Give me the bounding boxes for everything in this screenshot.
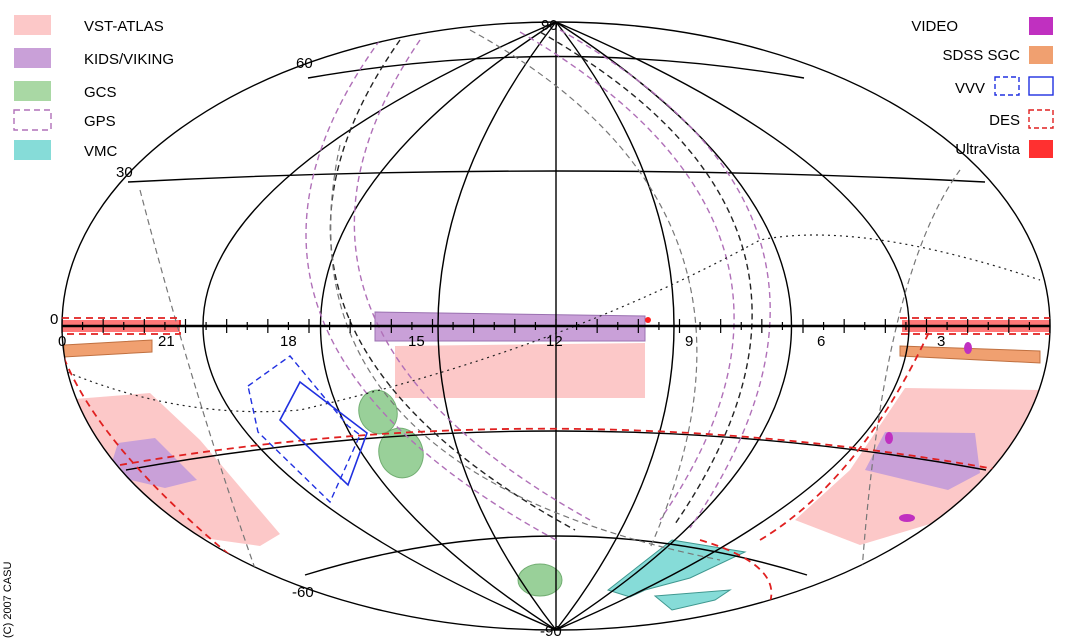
legend-swatch-video	[1029, 17, 1053, 35]
legend-swatch-kids-viking	[14, 48, 51, 68]
label-dec-60: 60	[296, 55, 313, 72]
legend-label-ultravista: UltraVista	[955, 141, 1020, 158]
legend-swatch-vmc	[14, 140, 51, 160]
legend-label-des: DES	[989, 112, 1020, 129]
galactic-plane-west	[329, 39, 576, 531]
legend-swatch-sdss-sgc	[1029, 46, 1053, 64]
galactic-plane-east	[539, 31, 753, 525]
legend-label-gcs: GCS	[84, 84, 117, 101]
sdss-sgc-east-region	[899, 345, 1041, 364]
kids-viking-west-region	[112, 438, 197, 488]
galactic-dashed-east-edge	[859, 169, 961, 601]
legend-label-vmc: VMC	[84, 143, 118, 160]
legend-swatch-gps	[13, 109, 52, 131]
legend-swatch-vvv-dashed	[994, 76, 1020, 96]
label-dec-0: 0	[50, 311, 58, 328]
label-ra-18: 18	[280, 333, 297, 350]
galactic-latitude-30-west	[330, 144, 721, 561]
gps-boundary-west-inner	[353, 39, 591, 521]
legend-label-kids-viking: KIDS/VIKING	[84, 51, 174, 68]
equator-axis	[61, 319, 1051, 333]
vvv-disk-region	[247, 355, 361, 504]
legend-label-sdss-sgc: SDSS SGC	[942, 47, 1020, 64]
kids-viking-east-region	[865, 432, 980, 490]
label-ra-12: 12	[546, 333, 563, 350]
vvv-bulge-region	[279, 380, 368, 487]
label-dec-m90: -90	[540, 623, 562, 640]
legend-swatch-vvv-solid	[1028, 76, 1054, 96]
label-ra-15: 15	[408, 333, 425, 350]
video-field-3	[899, 514, 915, 522]
label-dec-90: 90	[541, 17, 558, 34]
legend-left: VST-ATLAS KIDS/VIKING GCS GPS VMC	[13, 15, 174, 160]
vmc-smc-region	[653, 589, 732, 611]
legend-label-vvv: VVV	[955, 80, 985, 97]
label-ra-3: 3	[937, 333, 945, 350]
legend-right: VIDEO SDSS SGC VVV DES UltraVista	[911, 17, 1054, 158]
galactic-latitude-30-east	[469, 29, 698, 549]
label-ra-21: 21	[158, 333, 175, 350]
gps-boundary-east-outer	[559, 29, 771, 529]
gcs-field-3	[517, 563, 563, 597]
legend-swatch-des	[1028, 109, 1054, 129]
video-field-2	[885, 432, 893, 444]
legend-swatch-gcs	[14, 81, 51, 101]
gps-boundary-east-inner	[519, 31, 735, 521]
legend-label-vst-atlas: VST-ATLAS	[84, 18, 164, 35]
video-field-1	[964, 342, 972, 354]
label-ra-0: 0	[58, 333, 66, 350]
sdss-sgc-west-region	[63, 339, 153, 358]
axis-labels: 90 60 30 0 -60 -90 0 21 18 15 12 9 6 3	[50, 17, 945, 640]
vst-atlas-north-region	[395, 343, 645, 398]
legend-swatch-vst-atlas	[14, 15, 51, 35]
survey-regions	[62, 311, 1050, 611]
legend-swatch-ultravista	[1029, 140, 1053, 158]
galactic-dashed-west-edge	[139, 189, 271, 611]
legend-label-video: VIDEO	[911, 18, 958, 35]
label-dec-30: 30	[116, 164, 133, 181]
label-ra-6: 6	[817, 333, 825, 350]
ultravista-field	[645, 317, 651, 323]
equator-ticks	[61, 319, 1051, 333]
copyright-credit: (C) 2007 CASU	[2, 562, 14, 638]
label-ra-9: 9	[685, 333, 693, 350]
legend-label-gps: GPS	[84, 113, 116, 130]
gps-boundary-west-outer	[305, 39, 557, 541]
label-dec-m60: -60	[292, 584, 314, 601]
